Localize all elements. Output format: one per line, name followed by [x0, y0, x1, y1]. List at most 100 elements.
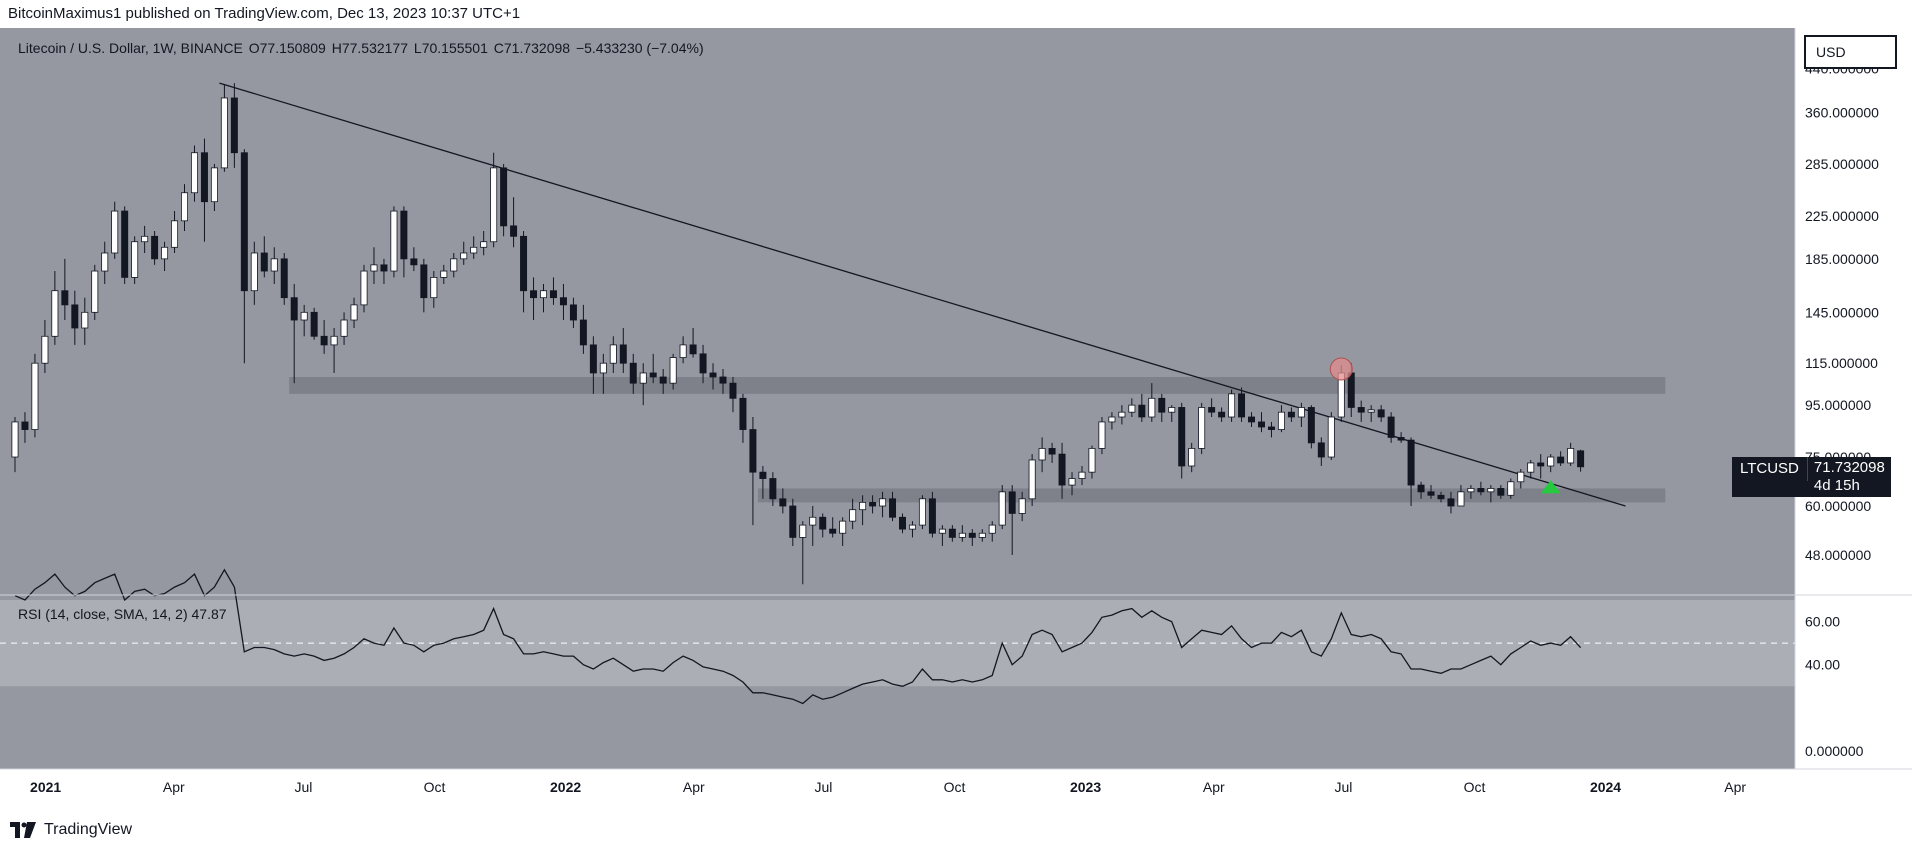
- candle-body: [320, 335, 328, 346]
- candle-body: [440, 270, 448, 278]
- candle: [151, 231, 159, 265]
- legend-close: C71.732098: [493, 40, 571, 56]
- candle: [490, 152, 498, 248]
- candle: [520, 231, 528, 313]
- candle: [540, 283, 547, 313]
- candle-body: [1138, 404, 1146, 418]
- candle-body: [1547, 456, 1555, 467]
- candle: [480, 231, 488, 256]
- candle: [300, 304, 308, 337]
- rsi-legend-value: 47.87: [191, 606, 227, 622]
- candle: [1327, 412, 1335, 460]
- candle: [649, 353, 657, 384]
- candle: [71, 290, 79, 345]
- candle-body: [111, 210, 119, 254]
- time-tick-label: 2024: [1590, 779, 1621, 795]
- candle-body: [1208, 407, 1216, 413]
- time-tick-label: Apr: [163, 779, 185, 795]
- candle-body: [250, 252, 258, 292]
- time-tick-label: Jul: [814, 779, 832, 795]
- candle: [1377, 405, 1385, 422]
- time-tick-label: Oct: [1464, 779, 1486, 795]
- candle: [879, 491, 887, 518]
- candle: [420, 258, 428, 313]
- candle-body: [1008, 491, 1016, 514]
- candle: [589, 336, 597, 394]
- candle-body: [1277, 411, 1285, 430]
- rsi-legend-label: RSI (14, close, SMA, 14, 2): [18, 606, 188, 622]
- candle: [400, 206, 408, 278]
- candle: [599, 353, 607, 394]
- candle: [181, 184, 189, 232]
- candle: [958, 525, 966, 542]
- candle: [200, 138, 208, 242]
- candle-body: [1168, 407, 1176, 413]
- candle: [559, 283, 567, 321]
- candle-body: [1058, 453, 1066, 486]
- candle: [1258, 412, 1265, 433]
- candle-body: [1427, 491, 1435, 496]
- price-tick-label: 48.000000: [1805, 547, 1871, 563]
- chart-canvas[interactable]: 440.000000360.000000285.000000225.000000…: [0, 28, 1912, 812]
- candle: [1028, 454, 1036, 507]
- candle-body: [729, 382, 737, 399]
- candle-body: [540, 290, 547, 299]
- candle: [1317, 437, 1325, 466]
- candle-body: [300, 311, 308, 321]
- candle-body: [91, 270, 99, 313]
- candle-body: [1028, 459, 1036, 500]
- publisher-header: BitcoinMaximus1 published on TradingView…: [8, 5, 521, 22]
- candle: [1537, 454, 1545, 479]
- candle-body: [230, 97, 238, 154]
- candle: [111, 201, 119, 259]
- candle-body: [1038, 448, 1046, 461]
- candle-body: [41, 335, 49, 364]
- footer-brand: TradingView: [44, 821, 133, 838]
- candle: [1547, 454, 1555, 473]
- candle-body: [988, 524, 996, 534]
- candle: [81, 297, 89, 345]
- candle: [1517, 469, 1525, 489]
- candle-body: [31, 362, 39, 430]
- time-tick-label: Apr: [1203, 779, 1225, 795]
- tradingview-footer: TradingView: [0, 812, 1912, 847]
- candle: [1228, 389, 1236, 422]
- candle: [659, 369, 667, 394]
- candle: [749, 417, 757, 526]
- candle-body: [420, 264, 428, 299]
- candle: [1098, 417, 1106, 455]
- candle-body: [1287, 411, 1295, 418]
- candle: [639, 363, 647, 406]
- candle-body: [958, 532, 966, 538]
- candle-body: [410, 258, 418, 266]
- candle: [1557, 451, 1565, 466]
- candle: [1577, 449, 1585, 472]
- candle: [440, 264, 448, 284]
- candle: [1148, 383, 1156, 422]
- currency-button[interactable]: USD: [1804, 35, 1897, 69]
- price-tag-symbol: LTCUSD: [1732, 457, 1808, 481]
- candle: [839, 517, 847, 547]
- candle-body: [61, 290, 69, 306]
- candle: [1168, 405, 1176, 422]
- candle: [1567, 442, 1575, 466]
- candle: [1108, 412, 1116, 430]
- rsi-series-line: [14, 568, 1582, 705]
- candle: [1138, 393, 1146, 422]
- candle: [31, 353, 39, 438]
- legend-change: −5.433230 (−7.04%): [575, 40, 704, 56]
- candle-body: [769, 478, 777, 500]
- candle-body: [101, 252, 109, 272]
- markers-layer: [1329, 357, 1561, 494]
- candle-body: [928, 498, 936, 534]
- candle-body: [998, 491, 1006, 526]
- candle: [1467, 485, 1475, 499]
- candle-body: [589, 344, 597, 374]
- candle: [1307, 405, 1315, 449]
- candle: [1218, 407, 1226, 422]
- candle: [619, 328, 627, 373]
- candle-body: [380, 264, 388, 272]
- candle: [679, 336, 687, 364]
- candle: [121, 206, 129, 284]
- candle: [190, 145, 198, 202]
